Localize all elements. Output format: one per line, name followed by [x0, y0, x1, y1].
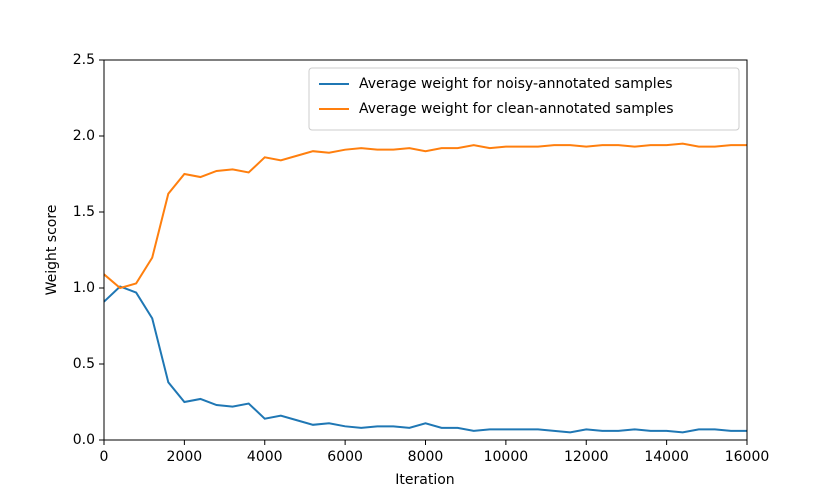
y-tick-label: 2.0: [73, 128, 95, 144]
y-tick-label: 1.0: [73, 280, 95, 296]
y-axis-label: Weight score: [44, 205, 60, 296]
legend-label: Average weight for clean-annotated sampl…: [359, 101, 674, 117]
x-tick-label: 2000: [167, 449, 203, 465]
legend-label: Average weight for noisy-annotated sampl…: [359, 76, 673, 92]
x-tick-label: 12000: [564, 449, 609, 465]
x-tick-label: 16000: [725, 449, 770, 465]
x-tick-label: 14000: [644, 449, 689, 465]
x-tick-label: 10000: [484, 449, 529, 465]
y-tick-label: 1.5: [73, 204, 95, 220]
legend-box: [308, 67, 740, 131]
x-tick-label: 6000: [327, 449, 363, 465]
x-axis-label: Iteration: [395, 472, 454, 488]
x-tick-label: 0: [100, 449, 109, 465]
x-tick-label: 8000: [408, 449, 444, 465]
y-tick-label: 0.0: [73, 432, 95, 448]
plot-frame: [103, 59, 748, 441]
y-tick-label: 0.5: [73, 356, 95, 372]
data-line: [103, 285, 747, 434]
y-tick-label: 2.5: [73, 52, 95, 68]
x-tick-label: 4000: [247, 449, 283, 465]
data-line: [103, 142, 747, 290]
